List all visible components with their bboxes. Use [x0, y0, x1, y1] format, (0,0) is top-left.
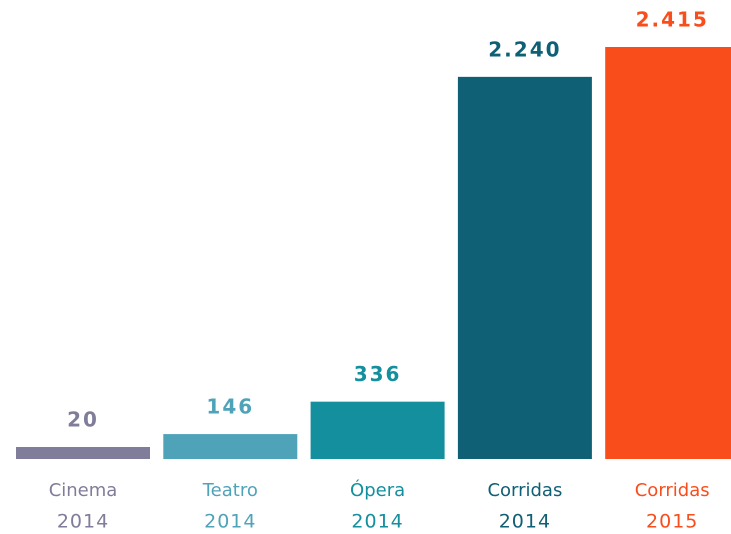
bar: [16, 447, 150, 459]
value-label: 2.240: [488, 37, 561, 61]
bar: [163, 434, 298, 459]
category-year: 2015: [646, 511, 698, 533]
category-year: 2014: [499, 511, 551, 533]
bar: [457, 76, 592, 459]
category-year: 2014: [351, 511, 403, 533]
bar: [605, 47, 731, 459]
category-label: Teatro: [202, 480, 258, 501]
bar: [310, 401, 445, 459]
value-label: 20: [67, 408, 99, 432]
category-label: Ópera: [350, 479, 405, 501]
value-label: 146: [206, 395, 254, 419]
category-year: 2014: [57, 511, 109, 533]
category-label: Cinema: [49, 480, 118, 501]
value-label: 336: [354, 362, 402, 386]
category-label: Corridas: [487, 480, 562, 501]
category-label: Corridas: [635, 480, 710, 501]
value-label: 2.415: [636, 8, 709, 32]
category-year: 2014: [204, 511, 256, 533]
